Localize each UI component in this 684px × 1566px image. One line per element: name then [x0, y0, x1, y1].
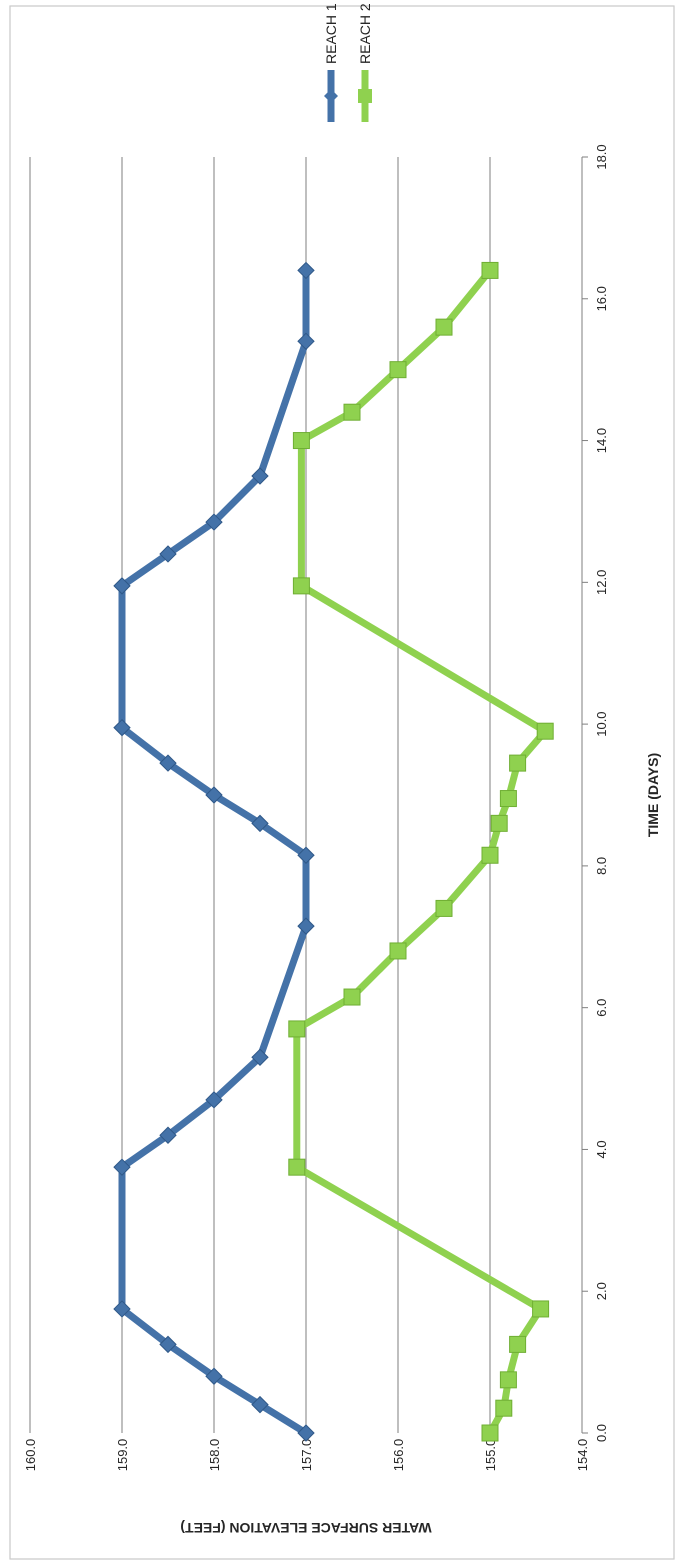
data-point	[482, 262, 498, 278]
y-tick-label: 156.0	[391, 1439, 406, 1472]
y-tick-label: 160.0	[23, 1439, 38, 1472]
x-axis-title: TIME (DAYS)	[645, 753, 661, 837]
data-point	[289, 1159, 305, 1175]
data-point	[436, 319, 452, 335]
data-point	[482, 847, 498, 863]
data-point	[500, 1372, 516, 1388]
y-tick-label: 159.0	[115, 1439, 130, 1472]
legend-label: REACH 2	[357, 3, 373, 64]
data-point	[390, 943, 406, 959]
x-tick-label: 10.0	[594, 711, 609, 736]
data-point	[537, 723, 553, 739]
y-tick-label: 158.0	[207, 1439, 222, 1472]
data-point	[436, 900, 452, 916]
data-point	[491, 815, 507, 831]
data-point	[289, 1021, 305, 1037]
data-point	[500, 791, 516, 807]
y-tick-label: 154.0	[575, 1439, 590, 1472]
data-point	[510, 1336, 526, 1352]
x-tick-label: 18.0	[594, 144, 609, 169]
data-point	[390, 362, 406, 378]
x-tick-label: 14.0	[594, 428, 609, 453]
y-axis-title: WATER SURFACE ELEVATION (FEET)	[180, 1520, 431, 1536]
data-point	[482, 1425, 498, 1441]
chart-border	[10, 6, 674, 1559]
data-point	[344, 404, 360, 420]
x-tick-label: 16.0	[594, 286, 609, 311]
data-point	[293, 578, 309, 594]
y-tick-label: 155.0	[483, 1439, 498, 1472]
y-tick-label: 157.0	[299, 1439, 314, 1472]
x-tick-label: 4.0	[594, 1140, 609, 1158]
data-point	[293, 433, 309, 449]
x-tick-label: 12.0	[594, 570, 609, 595]
legend-marker	[358, 89, 372, 103]
x-tick-label: 0.0	[594, 1424, 609, 1442]
x-tick-label: 2.0	[594, 1282, 609, 1300]
data-point	[496, 1400, 512, 1416]
data-point	[533, 1301, 549, 1317]
x-tick-label: 8.0	[594, 857, 609, 875]
data-point	[510, 755, 526, 771]
x-tick-label: 6.0	[594, 999, 609, 1017]
legend-label: REACH 1	[323, 3, 339, 64]
data-point	[344, 989, 360, 1005]
